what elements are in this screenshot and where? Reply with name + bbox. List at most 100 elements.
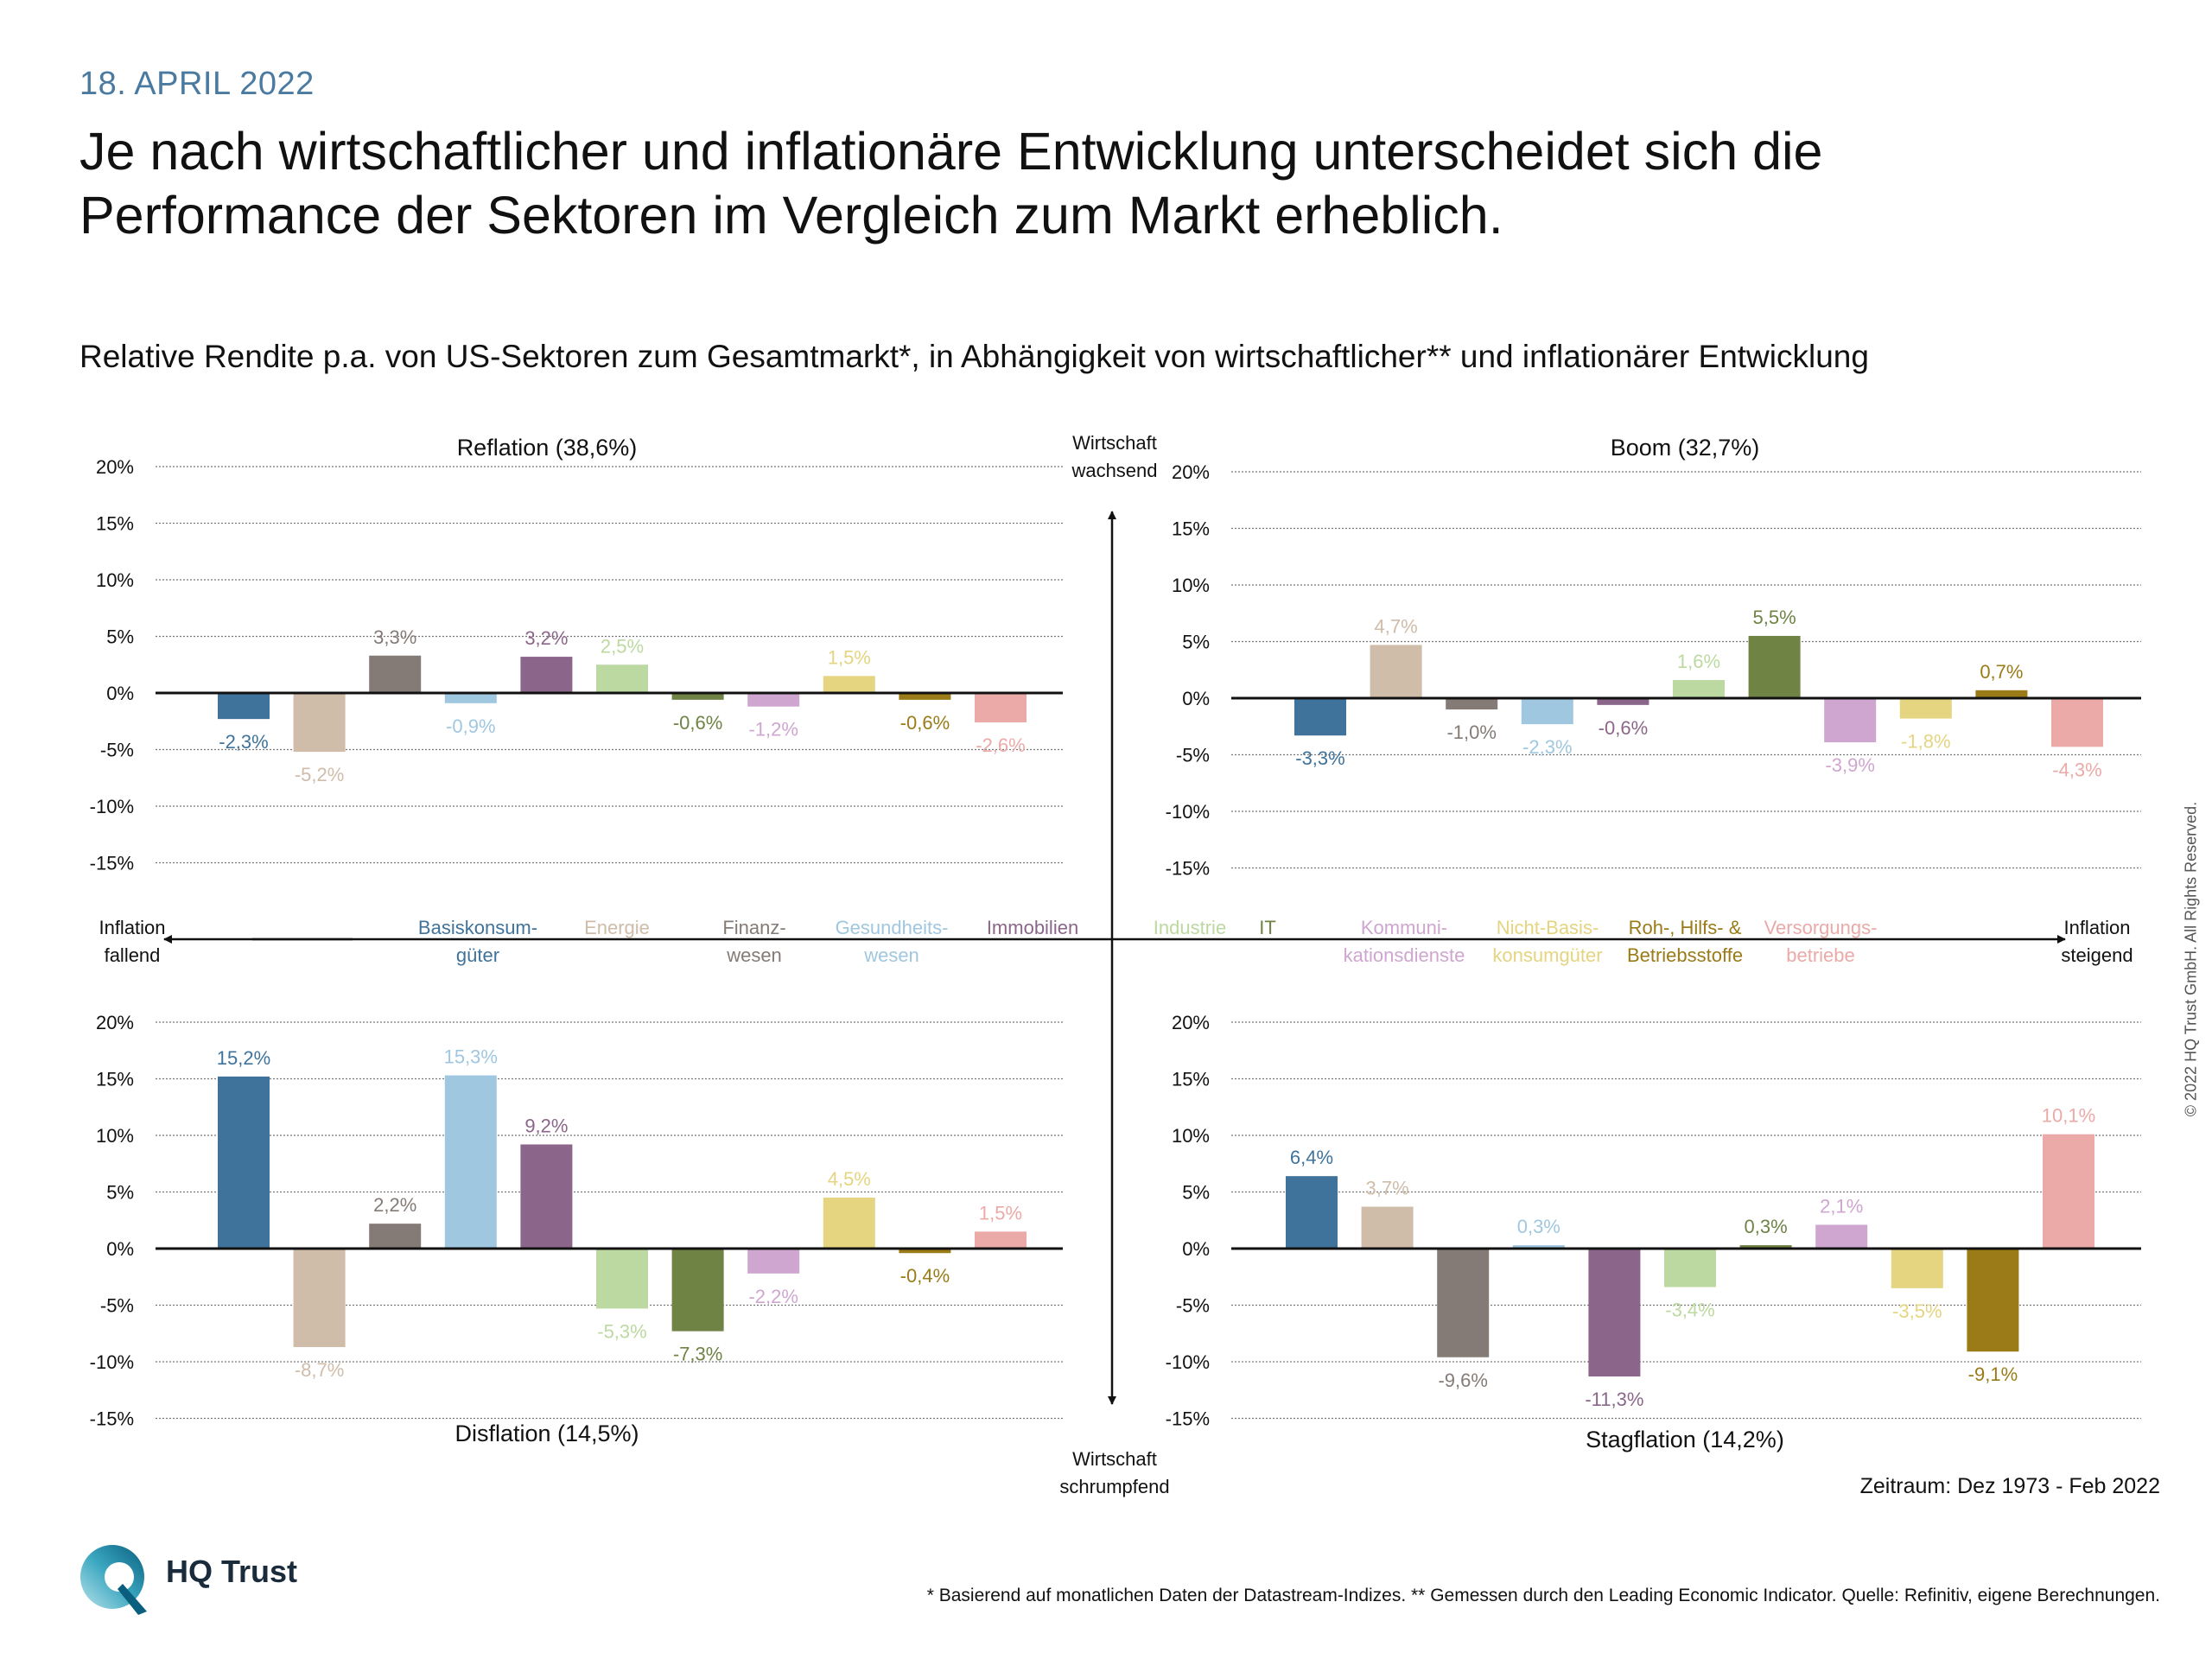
y-tick-label: -15% [1166,1408,1210,1430]
legend-sector-label: Nicht-Basis- [1497,917,1599,938]
legend-sector-label: Versorgungs- [1764,917,1878,938]
y-tick-label: 20% [96,456,134,478]
data-label: -9,6% [1438,1370,1487,1391]
bar [1664,1249,1716,1287]
data-label: -9,1% [1968,1363,2018,1385]
bar [747,693,800,707]
legend-sector-label: güter [456,944,499,966]
data-label: 2,1% [1820,1195,1863,1217]
bar [1891,1249,1943,1288]
data-label: -8,7% [295,1359,344,1381]
data-label: 6,4% [1290,1147,1333,1168]
data-label: -0,4% [900,1265,950,1287]
bar [1597,698,1649,705]
data-label: 15,2% [217,1047,270,1069]
y-tick-label: -10% [90,796,134,817]
panel-title: Stagflation (14,2%) [1586,1427,1784,1452]
data-label: -1,8% [1901,731,1950,753]
hq-trust-logo-icon [80,1545,147,1615]
bar [444,1075,497,1249]
bar [520,1144,573,1249]
bar [1361,1206,1414,1249]
y-tick-label: 0% [106,683,134,704]
bar [2051,698,2103,747]
bar [1739,1245,1792,1249]
data-label: 15,3% [444,1046,498,1068]
axis-label-right: Inflation [2063,917,2130,938]
bar [1521,698,1573,725]
bar [596,664,648,693]
data-label: -0,9% [446,715,495,737]
page-title: Je nach wirtschaftlicher und inflationär… [79,122,1823,245]
legend-sector-label: betriebe [1786,944,1855,966]
y-tick-label: -5% [1176,1295,1210,1317]
data-label: 4,5% [828,1168,871,1190]
legend-sector-label: wesen [863,944,919,966]
y-tick-label: 10% [96,1125,134,1147]
quadrant-chart: 20% 15% 10% 5% 0% -5% -10% -15% -2,3% -5,2% 3,3% -0… [90,432,2141,1497]
bar [1446,698,1498,710]
axis-label-bottom: schrumpfend [1059,1476,1169,1497]
y-tick-label: 20% [1172,1012,1210,1033]
y-tick-label: 5% [1182,632,1210,653]
data-label: -5,3% [597,1320,646,1342]
data-label: -1,0% [1446,721,1496,743]
data-label: -2,3% [219,731,268,753]
bar [1824,698,1877,743]
y-tick-label: -5% [100,740,134,761]
legend-sector-label: Basiskonsum- [418,917,537,938]
bar [899,693,951,700]
data-label: 9,2% [524,1115,568,1136]
axis-label-top: wachsend [1071,460,1157,481]
bar [1370,645,1422,698]
y-tick-label: 10% [96,569,134,591]
bar [218,1076,270,1249]
data-label: -1,2% [748,719,798,741]
data-label: -4,3% [2052,759,2101,780]
legend-sector-label: Industrie [1154,917,1226,938]
y-tick-label: 0% [106,1238,134,1260]
legend-sector-label: kationsdienste [1344,944,1465,966]
bar [1975,690,2028,698]
bar [1294,698,1346,736]
bar [1815,1224,1868,1249]
y-tick-label: -10% [1166,801,1210,823]
y-tick-label: 15% [1172,1069,1210,1090]
y-tick-label: 15% [96,513,134,535]
data-label: -0,6% [673,712,722,734]
bar [293,693,346,753]
bar [1673,680,1725,698]
panel-title: Boom (32,7%) [1611,435,1760,461]
bar [1437,1249,1490,1357]
bar [596,1249,648,1309]
data-label: 0,7% [1980,661,2023,683]
data-label: 3,7% [1366,1178,1409,1199]
bar [218,693,270,720]
y-tick-label: -15% [1166,858,1210,880]
data-label: -2,6% [976,734,1025,756]
bar [899,1249,951,1254]
bar [975,693,1027,723]
axis-label-bottom: Wirtschaft [1072,1448,1157,1470]
period-label: Zeitraum: Dez 1973 - Feb 2022 [1859,1474,2160,1498]
data-label: 1,6% [1677,651,1720,672]
y-tick-label: -5% [100,1295,134,1317]
bar [293,1249,346,1347]
legend-sector-label: Energie [584,917,650,938]
data-label: -5,2% [295,764,344,785]
data-label: 10,1% [2042,1105,2095,1127]
bar [823,676,875,693]
legend-sector-label: konsumgüter [1492,944,1602,966]
data-label: 2,2% [373,1194,416,1216]
y-tick-label: -10% [90,1351,134,1373]
bar [1967,1249,2019,1352]
data-label: 1,5% [979,1202,1022,1224]
panel-title: Disflation (14,5%) [454,1421,639,1446]
bar [369,655,422,693]
y-tick-label: 5% [106,626,134,648]
data-label: 1,5% [828,646,871,668]
legend-sector-label: Kommuni- [1361,917,1447,938]
data-label: -3,5% [1892,1300,1942,1322]
y-tick-label: 15% [96,1069,134,1090]
data-label: 2,5% [601,635,644,657]
